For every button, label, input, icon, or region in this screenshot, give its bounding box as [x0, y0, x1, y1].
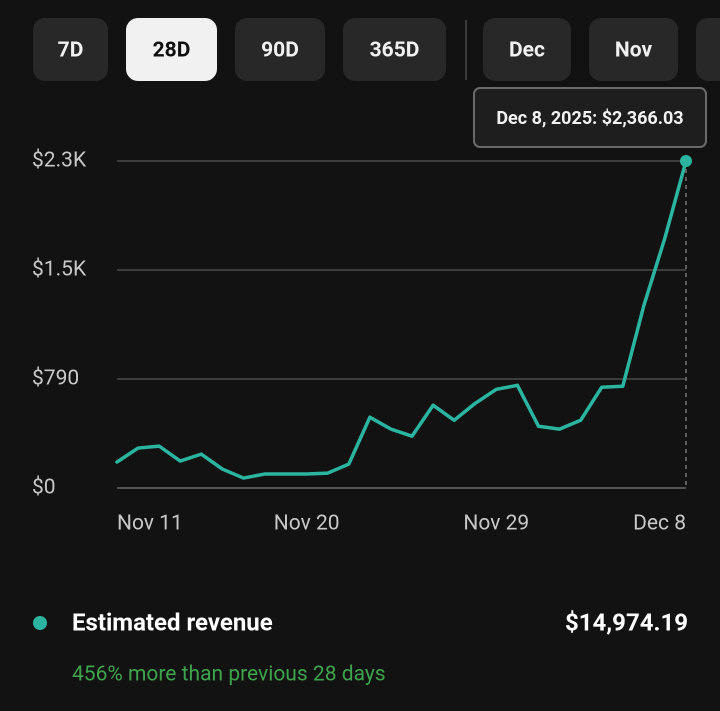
y-tick-label: $2.3K	[32, 149, 87, 173]
tooltip-box	[473, 87, 707, 148]
tab[interactable]	[33, 18, 108, 81]
hover-point	[680, 155, 692, 167]
line-series	[115, 159, 688, 480]
tab[interactable]	[343, 18, 446, 81]
tab[interactable]	[483, 18, 571, 81]
tooltip: Dec 8, 2025: $2,366.03	[473, 87, 707, 148]
tab-label[interactable]: 90D	[261, 39, 299, 63]
tab-label[interactable]: Dec	[509, 39, 545, 63]
tab-partial[interactable]	[696, 18, 720, 81]
tab[interactable]	[235, 18, 325, 81]
x-tick-label: Nov 29	[463, 512, 529, 536]
summary-note: 456% more than previous 28 days	[72, 663, 386, 687]
tooltip-text: Dec 8, 2025: $2,366.03	[496, 108, 683, 129]
tab-label[interactable]: 7D	[58, 39, 84, 63]
summary-value: $14,974.19	[565, 608, 688, 636]
tab-label[interactable]: 28D	[153, 39, 191, 63]
tab-label[interactable]: Nov	[615, 39, 653, 63]
summary-label: Estimated revenue	[72, 608, 273, 636]
y-tick-label: $1.5K	[32, 258, 87, 282]
x-tick-label: Nov 20	[274, 512, 340, 536]
tab[interactable]	[126, 18, 217, 81]
x-tick-label: Dec 8	[633, 512, 686, 536]
y-tick-label: $0	[32, 476, 56, 500]
x-tick-label: Nov 11	[117, 512, 183, 536]
tab[interactable]	[589, 18, 678, 81]
legend-dot	[33, 616, 47, 630]
y-tick-label: $790	[32, 367, 79, 391]
tab-label[interactable]: 365D	[370, 39, 420, 63]
